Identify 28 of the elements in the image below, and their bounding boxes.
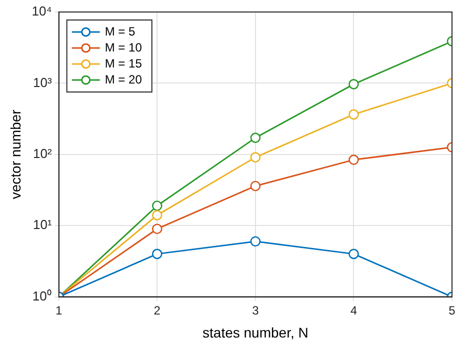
x-axis-title: states number, N xyxy=(202,324,308,340)
x-tick-label: 2 xyxy=(154,303,161,318)
point xyxy=(152,248,162,260)
y-tick-label: 10⁰ xyxy=(32,288,52,304)
point xyxy=(250,132,261,143)
legend-label: M = 5 xyxy=(104,24,136,38)
x-tick-label: 4 xyxy=(350,303,358,318)
point xyxy=(152,210,162,220)
y-tick-label: 10² xyxy=(33,146,53,161)
y-tick-label: 10⁴ xyxy=(32,4,52,19)
y-tick-label: 10³ xyxy=(33,74,53,90)
point xyxy=(250,236,261,247)
point xyxy=(152,200,162,211)
point xyxy=(348,154,359,165)
point xyxy=(152,224,162,234)
point xyxy=(250,180,261,192)
legend-label: M = 10 xyxy=(104,40,142,54)
legend-label: M = 20 xyxy=(104,72,142,86)
y-axis-title: vector number xyxy=(7,109,24,200)
x-tick-label: 3 xyxy=(252,303,260,318)
point xyxy=(348,109,359,120)
point xyxy=(348,248,359,260)
point xyxy=(348,79,359,90)
y-tick-label: 10¹ xyxy=(33,217,53,232)
point xyxy=(250,152,261,162)
x-tick-label: 1 xyxy=(56,303,62,318)
x-tick-label: 5 xyxy=(448,303,456,318)
legend-label: M = 15 xyxy=(104,56,142,70)
